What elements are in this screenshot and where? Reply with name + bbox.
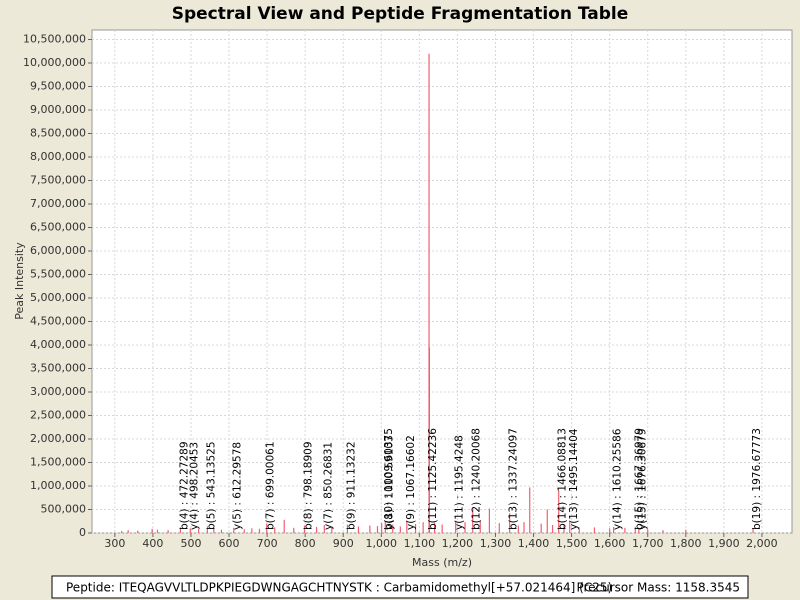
y-tick-label: 7,000,000	[30, 197, 86, 210]
fragment-label: b(19) : 1976.67773	[751, 428, 763, 530]
x-tick-label: 1,500	[556, 537, 588, 550]
y-tick-label: 6,000,000	[30, 244, 86, 257]
y-tick-label: 9,500,000	[30, 79, 86, 92]
y-tick-label: 9,000,000	[30, 103, 86, 116]
x-tick-label: 1,700	[632, 537, 664, 550]
y-tick-label: 2,000,000	[30, 432, 86, 445]
x-tick-label: 1,000	[366, 537, 398, 550]
y-tick-label: 3,500,000	[30, 361, 86, 374]
x-tick-label: 1,900	[708, 537, 740, 550]
y-tick-label: 1,500,000	[30, 455, 86, 468]
fragment-label: b(9) : 911.13232	[345, 441, 357, 530]
x-tick-label: 900	[333, 537, 354, 550]
y-tick-label: 10,500,000	[23, 32, 86, 45]
fragment-label: b(12) : 1240.20068	[471, 428, 483, 530]
y-axis-label: Peak Intensity	[13, 242, 26, 320]
x-axis-label: Mass (m/z)	[412, 556, 472, 569]
y-tick-label: 4,500,000	[30, 314, 86, 327]
y-tick-label: 5,500,000	[30, 267, 86, 280]
x-tick-label: 1,600	[594, 537, 626, 550]
y-tick-label: 6,500,000	[30, 220, 86, 233]
fragment-label: y(14) : 1610.25586	[612, 428, 624, 530]
x-tick-label: 1,200	[442, 537, 474, 550]
y-tick-label: 3,000,000	[30, 385, 86, 398]
x-tick-label: 700	[257, 537, 278, 550]
fragment-label: b(14) : 1466.08813	[557, 428, 569, 530]
fragment-label: b(11) : 1125.42236	[427, 428, 439, 530]
y-tick-label: 8,500,000	[30, 126, 86, 139]
x-tick-label: 300	[104, 537, 125, 550]
peptide-text: Peptide: ITEQAGVVLTLDPKPIEGDWNGAGCHTNYST…	[66, 581, 612, 595]
y-tick-label: 8,000,000	[30, 150, 86, 163]
fragment-label: y(9) : 1067.16602	[405, 435, 417, 530]
fragment-label: b(13) : 1337.24097	[508, 428, 520, 530]
fragment-label: y(5) : 612.29578	[232, 442, 244, 530]
y-tick-label: 4,000,000	[30, 338, 86, 351]
y-tick-label: 1,000,000	[30, 479, 86, 492]
fragment-label: b(4) : 472.27289	[178, 441, 190, 530]
plot-area	[91, 29, 793, 534]
y-tick-label: 10,000,000	[23, 56, 86, 69]
x-tick-label: 600	[219, 537, 240, 550]
fragment-label: y(4) : 498.20453	[188, 442, 200, 530]
x-tick-label: 1,100	[404, 537, 436, 550]
fragment-label: b(5) : 543.13525	[205, 441, 217, 530]
x-tick-label: 800	[295, 537, 316, 550]
fragment-label: y(15) : 1676.30679	[637, 429, 649, 530]
footer-box	[51, 575, 749, 599]
fragment-label: y(11) : 1195.4248	[454, 435, 466, 530]
x-tick-label: 1,400	[518, 537, 550, 550]
y-tick-label: 2,500,000	[30, 408, 86, 421]
x-tick-label: 500	[180, 537, 201, 550]
x-tick-label: 2,000	[746, 537, 778, 550]
x-tick-label: 1,800	[670, 537, 702, 550]
y-tick-label: 7,500,000	[30, 173, 86, 186]
y-tick-label: 5,000,000	[30, 291, 86, 304]
fragment-label: b(10) : 1009.60375	[383, 428, 395, 530]
y-tick-label: 0	[79, 526, 86, 539]
fragment-label: y(8) : 1010.59103	[383, 435, 395, 530]
fragment-label: b(7) : 699.00061	[265, 441, 277, 530]
chart-title: Spectral View and Peptide Fragmentation …	[172, 4, 629, 24]
precursor-text: Precursor Mass: 1158.3545	[576, 581, 740, 595]
x-tick-label: 400	[142, 537, 163, 550]
fragment-label: b(8) : 798.18909	[302, 441, 314, 530]
x-tick-label: 1,300	[480, 537, 512, 550]
fragment-label: y(7) : 850.26831	[322, 442, 334, 530]
fragment-label: y(13) : 1495.14404	[568, 428, 580, 530]
fragment-label: b(15) : 1667.36979	[633, 428, 645, 530]
y-tick-label: 500,000	[41, 502, 87, 515]
